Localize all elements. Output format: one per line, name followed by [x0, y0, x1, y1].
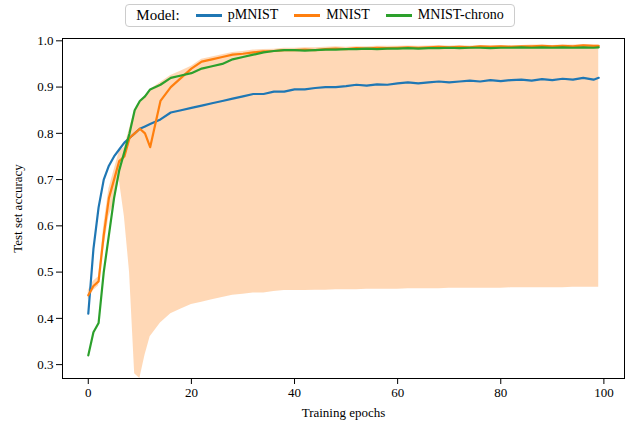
svg-text:20: 20 — [185, 385, 198, 400]
svg-text:Training epochs: Training epochs — [302, 405, 386, 420]
svg-text:0.7: 0.7 — [37, 172, 54, 187]
svg-text:0.5: 0.5 — [37, 264, 53, 279]
svg-text:0.9: 0.9 — [37, 79, 53, 94]
svg-text:100: 100 — [594, 385, 614, 400]
svg-text:40: 40 — [288, 385, 301, 400]
svg-text:60: 60 — [391, 385, 404, 400]
svg-text:1.0: 1.0 — [37, 33, 53, 48]
svg-text:0.8: 0.8 — [37, 125, 53, 140]
svg-text:0.6: 0.6 — [37, 218, 54, 233]
svg-text:80: 80 — [494, 385, 507, 400]
html-text:Model:: Model: — [136, 6, 180, 23]
svg-text:0.4: 0.4 — [37, 311, 54, 326]
svg-text:0: 0 — [85, 385, 92, 400]
html-text:pMNIST: pMNIST — [227, 7, 279, 22]
html-text:MNIST: MNIST — [326, 7, 370, 22]
html-text:MNIST-chrono: MNIST-chrono — [417, 7, 504, 22]
svg-text:Test set accuracy: Test set accuracy — [10, 164, 25, 253]
svg-text:0.3: 0.3 — [37, 357, 53, 372]
